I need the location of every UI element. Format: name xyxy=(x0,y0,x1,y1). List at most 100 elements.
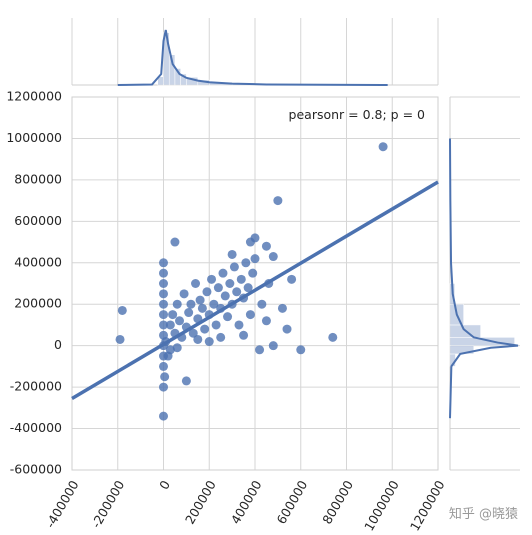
point xyxy=(159,382,168,392)
point xyxy=(248,268,258,278)
y-tick-label: -400000 xyxy=(10,420,62,435)
grid-layer xyxy=(71,18,520,471)
point xyxy=(159,258,168,268)
point xyxy=(159,320,168,330)
point xyxy=(191,279,201,288)
point xyxy=(277,303,287,313)
point xyxy=(255,345,265,355)
point xyxy=(218,268,228,278)
point xyxy=(227,249,237,259)
y-tick-label: -200000 xyxy=(10,379,62,394)
point xyxy=(268,341,278,351)
point xyxy=(229,262,239,272)
point xyxy=(115,334,125,344)
point xyxy=(159,299,168,309)
point xyxy=(328,332,338,342)
point xyxy=(227,299,237,309)
point xyxy=(234,320,244,330)
point xyxy=(257,299,267,309)
axes-frame xyxy=(71,96,439,471)
point xyxy=(220,291,230,301)
point xyxy=(168,310,178,320)
point xyxy=(232,287,242,297)
y-tick-label: 800000 xyxy=(14,171,62,186)
point xyxy=(245,310,255,320)
y-tick-label: 1200000 xyxy=(6,89,62,104)
point xyxy=(172,343,182,353)
point xyxy=(245,237,255,247)
point xyxy=(209,299,219,309)
point xyxy=(186,299,196,309)
point xyxy=(161,337,171,347)
point xyxy=(250,254,260,264)
x-tick-label: 1000000 xyxy=(361,478,402,534)
y-tick-label: -600000 xyxy=(10,462,62,477)
point xyxy=(239,330,249,340)
point xyxy=(159,289,168,299)
x-tick-label: -400000 xyxy=(43,478,82,531)
point xyxy=(177,332,187,342)
point xyxy=(296,345,306,355)
point xyxy=(159,361,168,371)
point xyxy=(204,337,214,347)
point xyxy=(165,345,175,355)
top-kde xyxy=(117,29,388,86)
regression-line xyxy=(71,180,439,401)
point xyxy=(282,324,292,334)
point xyxy=(170,328,180,338)
point xyxy=(193,314,203,324)
right-kde xyxy=(449,138,519,419)
point xyxy=(202,287,212,297)
point xyxy=(193,334,203,344)
point xyxy=(261,241,271,251)
point xyxy=(117,305,127,315)
point xyxy=(197,303,207,313)
point xyxy=(159,310,168,320)
point xyxy=(216,303,226,313)
point xyxy=(378,142,388,152)
x-tick-label: 200000 xyxy=(182,478,219,527)
x-tick-label: 800000 xyxy=(319,478,356,527)
watermark: 知乎 @晓猿 xyxy=(449,506,518,522)
point xyxy=(184,308,194,318)
point xyxy=(195,295,205,305)
point xyxy=(175,316,185,326)
point xyxy=(179,289,189,299)
x-tick-label: 1200000 xyxy=(407,478,448,534)
annotation: pearsonr = 0.8; p = 0 xyxy=(289,107,425,122)
point xyxy=(287,274,297,284)
point xyxy=(200,324,210,334)
x-tick-label: 0 xyxy=(156,478,173,492)
x-tick-label: -200000 xyxy=(88,478,127,531)
point xyxy=(165,320,175,330)
x-tick-label: 600000 xyxy=(274,478,311,527)
point xyxy=(241,258,251,268)
x-tick-label: 400000 xyxy=(228,478,265,527)
y-tick-label: 1000000 xyxy=(6,130,62,145)
point xyxy=(236,274,246,284)
point xyxy=(159,411,168,421)
y-tick-label: 400000 xyxy=(14,254,62,269)
y-tick-label: 0 xyxy=(54,337,62,352)
point xyxy=(239,293,249,303)
point xyxy=(225,279,235,288)
point xyxy=(159,268,168,278)
point xyxy=(261,316,271,326)
point xyxy=(207,274,217,284)
point xyxy=(223,312,233,322)
point xyxy=(213,283,223,293)
point xyxy=(181,322,191,332)
point xyxy=(243,283,253,293)
point xyxy=(159,279,168,288)
y-tick-label: 600000 xyxy=(14,213,62,228)
point xyxy=(181,376,191,386)
point xyxy=(273,196,283,206)
right-hist-bar xyxy=(449,337,515,346)
point xyxy=(268,252,278,262)
y-tick-label: 200000 xyxy=(14,296,62,311)
point xyxy=(172,299,182,309)
point xyxy=(204,310,214,320)
point xyxy=(216,332,226,342)
